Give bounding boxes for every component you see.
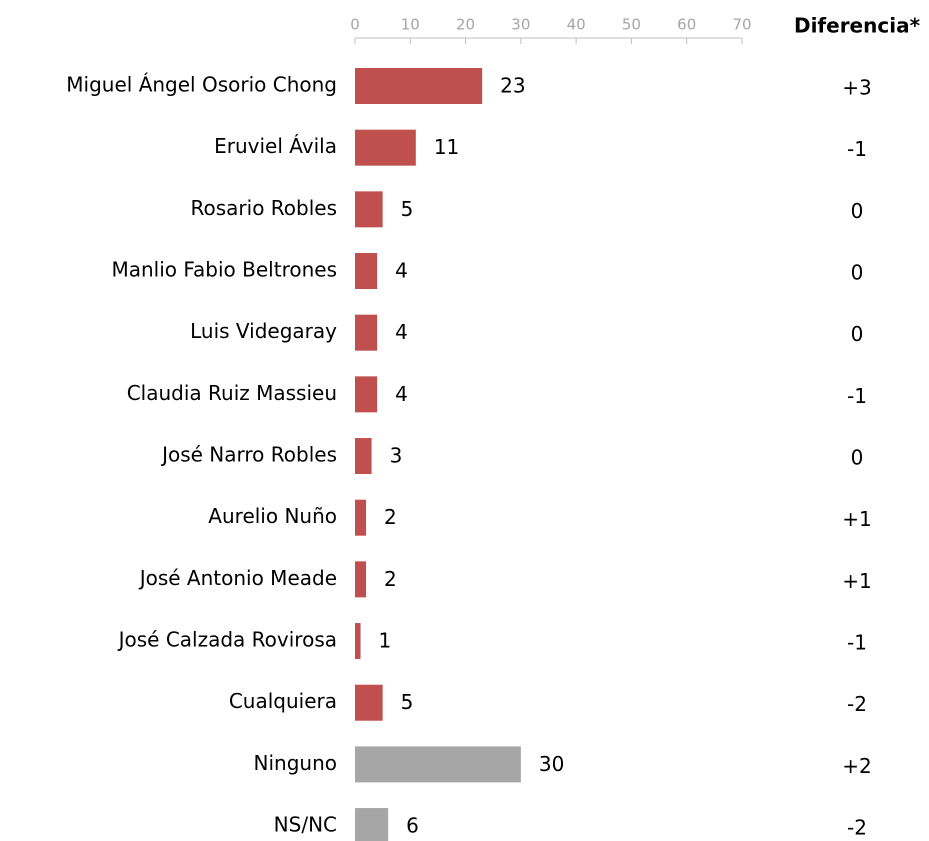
category-label: NS/NC — [274, 813, 337, 837]
x-tick-label: 10 — [401, 16, 420, 34]
bar — [355, 314, 378, 351]
difference-label: 0 — [851, 446, 864, 470]
bar — [355, 499, 367, 536]
difference-label: -2 — [847, 692, 867, 716]
value-label: 4 — [395, 382, 408, 406]
difference-label: 0 — [851, 322, 864, 346]
bar — [355, 623, 361, 660]
bar — [355, 808, 389, 841]
x-tick-label: 30 — [511, 16, 530, 34]
difference-label: +2 — [842, 754, 871, 778]
value-label: 30 — [539, 752, 564, 776]
bar — [355, 561, 367, 598]
category-label: José Calzada Rovirosa — [117, 628, 337, 652]
category-label: Claudia Ruiz Massieu — [127, 381, 337, 405]
x-tick-label: 0 — [350, 16, 360, 34]
difference-label: -1 — [847, 384, 867, 408]
value-label: 11 — [434, 135, 459, 159]
value-label: 2 — [384, 505, 397, 529]
x-tick-label: 40 — [567, 16, 586, 34]
category-label: Manlio Fabio Beltrones — [111, 258, 337, 282]
bar — [355, 253, 378, 290]
value-label: 2 — [384, 567, 397, 591]
bar — [355, 746, 521, 783]
category-label: José Antonio Meade — [138, 566, 337, 590]
value-label: 1 — [379, 629, 392, 653]
x-tick-label: 50 — [622, 16, 641, 34]
x-tick-label: 60 — [677, 16, 696, 34]
value-label: 3 — [390, 444, 403, 468]
difference-label: +1 — [842, 507, 871, 531]
value-label: 5 — [401, 690, 414, 714]
category-label: Miguel Ángel Osorio Chong — [66, 73, 337, 97]
category-label: José Narro Robles — [160, 443, 337, 467]
value-label: 6 — [406, 814, 419, 838]
difference-label: +3 — [842, 76, 871, 100]
bar — [355, 68, 483, 104]
value-label: 4 — [395, 259, 408, 283]
x-tick-label: 70 — [732, 16, 751, 34]
bar — [355, 438, 372, 475]
bar — [355, 376, 378, 413]
value-label: 5 — [401, 197, 414, 221]
bar — [355, 191, 383, 228]
category-label: Rosario Robles — [191, 196, 338, 220]
x-tick-label: 20 — [456, 16, 475, 34]
bar — [355, 684, 383, 721]
difference-title: Diferencia* — [794, 14, 921, 38]
category-label: Aurelio Nuño — [208, 504, 337, 528]
difference-label: -1 — [847, 137, 867, 161]
category-label: Luis Videgaray — [190, 319, 337, 343]
difference-label: +1 — [842, 569, 871, 593]
value-label: 23 — [500, 74, 525, 98]
value-label: 4 — [395, 320, 408, 344]
difference-label: -1 — [847, 631, 867, 655]
difference-label: -2 — [847, 816, 867, 840]
category-label: Cualquiera — [229, 689, 337, 713]
difference-label: 0 — [851, 199, 864, 223]
category-label: Eruviel Ávila — [214, 134, 337, 158]
difference-label: 0 — [851, 261, 864, 285]
bar — [355, 129, 416, 166]
category-label: Ninguno — [254, 751, 337, 775]
